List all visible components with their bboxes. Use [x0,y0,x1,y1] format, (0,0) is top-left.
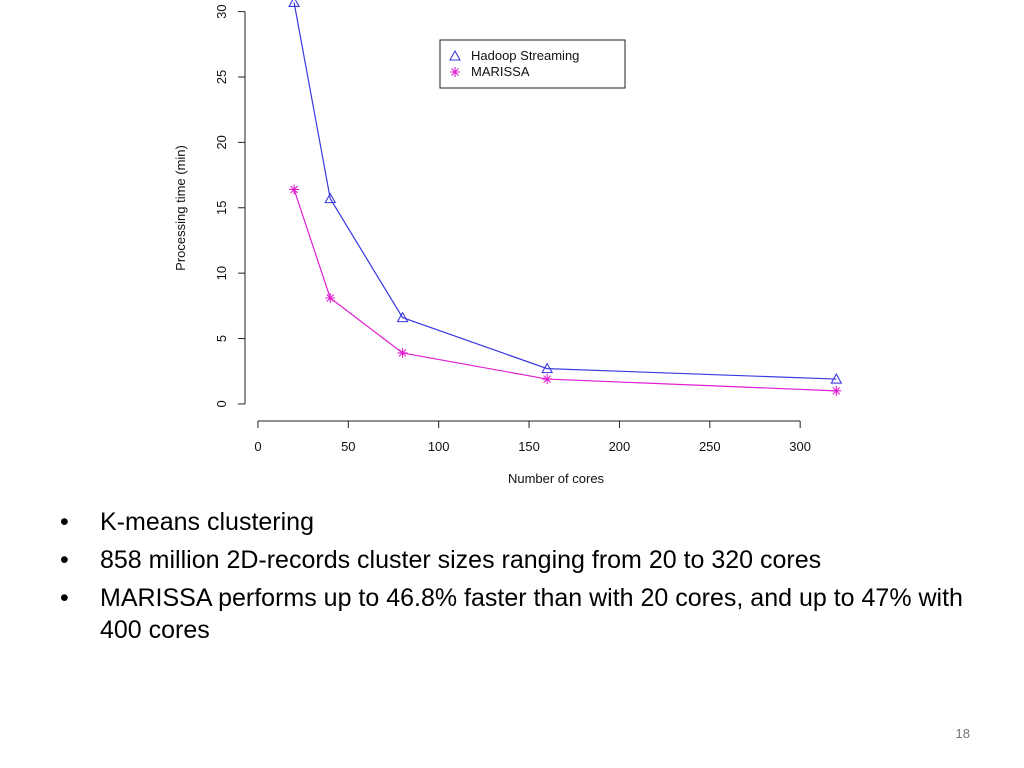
y-tick-label: 10 [214,266,229,280]
x-tick-label: 150 [518,439,540,454]
y-tick-label: 5 [214,335,229,342]
marker-asterisk [289,184,300,195]
marker-triangle [396,311,409,323]
marker-asterisk [831,385,842,396]
marker-asterisk [325,293,336,303]
marker-triangle [288,0,301,8]
chart: 0 50 100 150 200 250 300 Number of cores 0 5 10 15 2… [173,0,843,486]
y-tick-label: 0 [214,400,229,407]
x-tick-label: 100 [428,439,450,454]
marker-asterisk [450,67,460,77]
page-number: 18 [955,726,970,741]
y-tick-label: 15 [214,201,229,215]
bullet-list: K-means clustering 858 million 2D-records… [58,506,1010,652]
marker-triangle [830,372,843,384]
x-axis-title: Number of cores [508,471,605,486]
marker-triangle [541,362,554,374]
series-line [293,2,837,380]
x-tick-label: 0 [254,439,261,454]
x-tick-label: 250 [699,439,721,454]
bullet: MARISSA performs up to 46.8% faster than… [60,582,1010,646]
marker-asterisk [542,374,553,385]
marker-triangle [324,192,337,204]
marker-triangle [449,49,461,61]
legend-label: MARISSA [471,64,530,79]
y-tick-label: 20 [214,135,229,149]
y-tick-label: 30 [214,4,229,18]
legend-label: Hadoop Streaming [471,48,579,63]
y-axis-title: Processing time (min) [173,145,188,271]
bullet: K-means clustering [60,506,1010,538]
x-tick-label: 200 [609,439,631,454]
x-tick-label: 50 [341,439,355,454]
bullet: 858 million 2D-records cluster sizes ran… [60,544,1010,576]
series-line [293,189,837,392]
marker-asterisk [397,347,408,358]
y-tick-label: 25 [214,70,229,84]
x-tick-label: 300 [789,439,811,454]
legend-box [439,39,626,89]
